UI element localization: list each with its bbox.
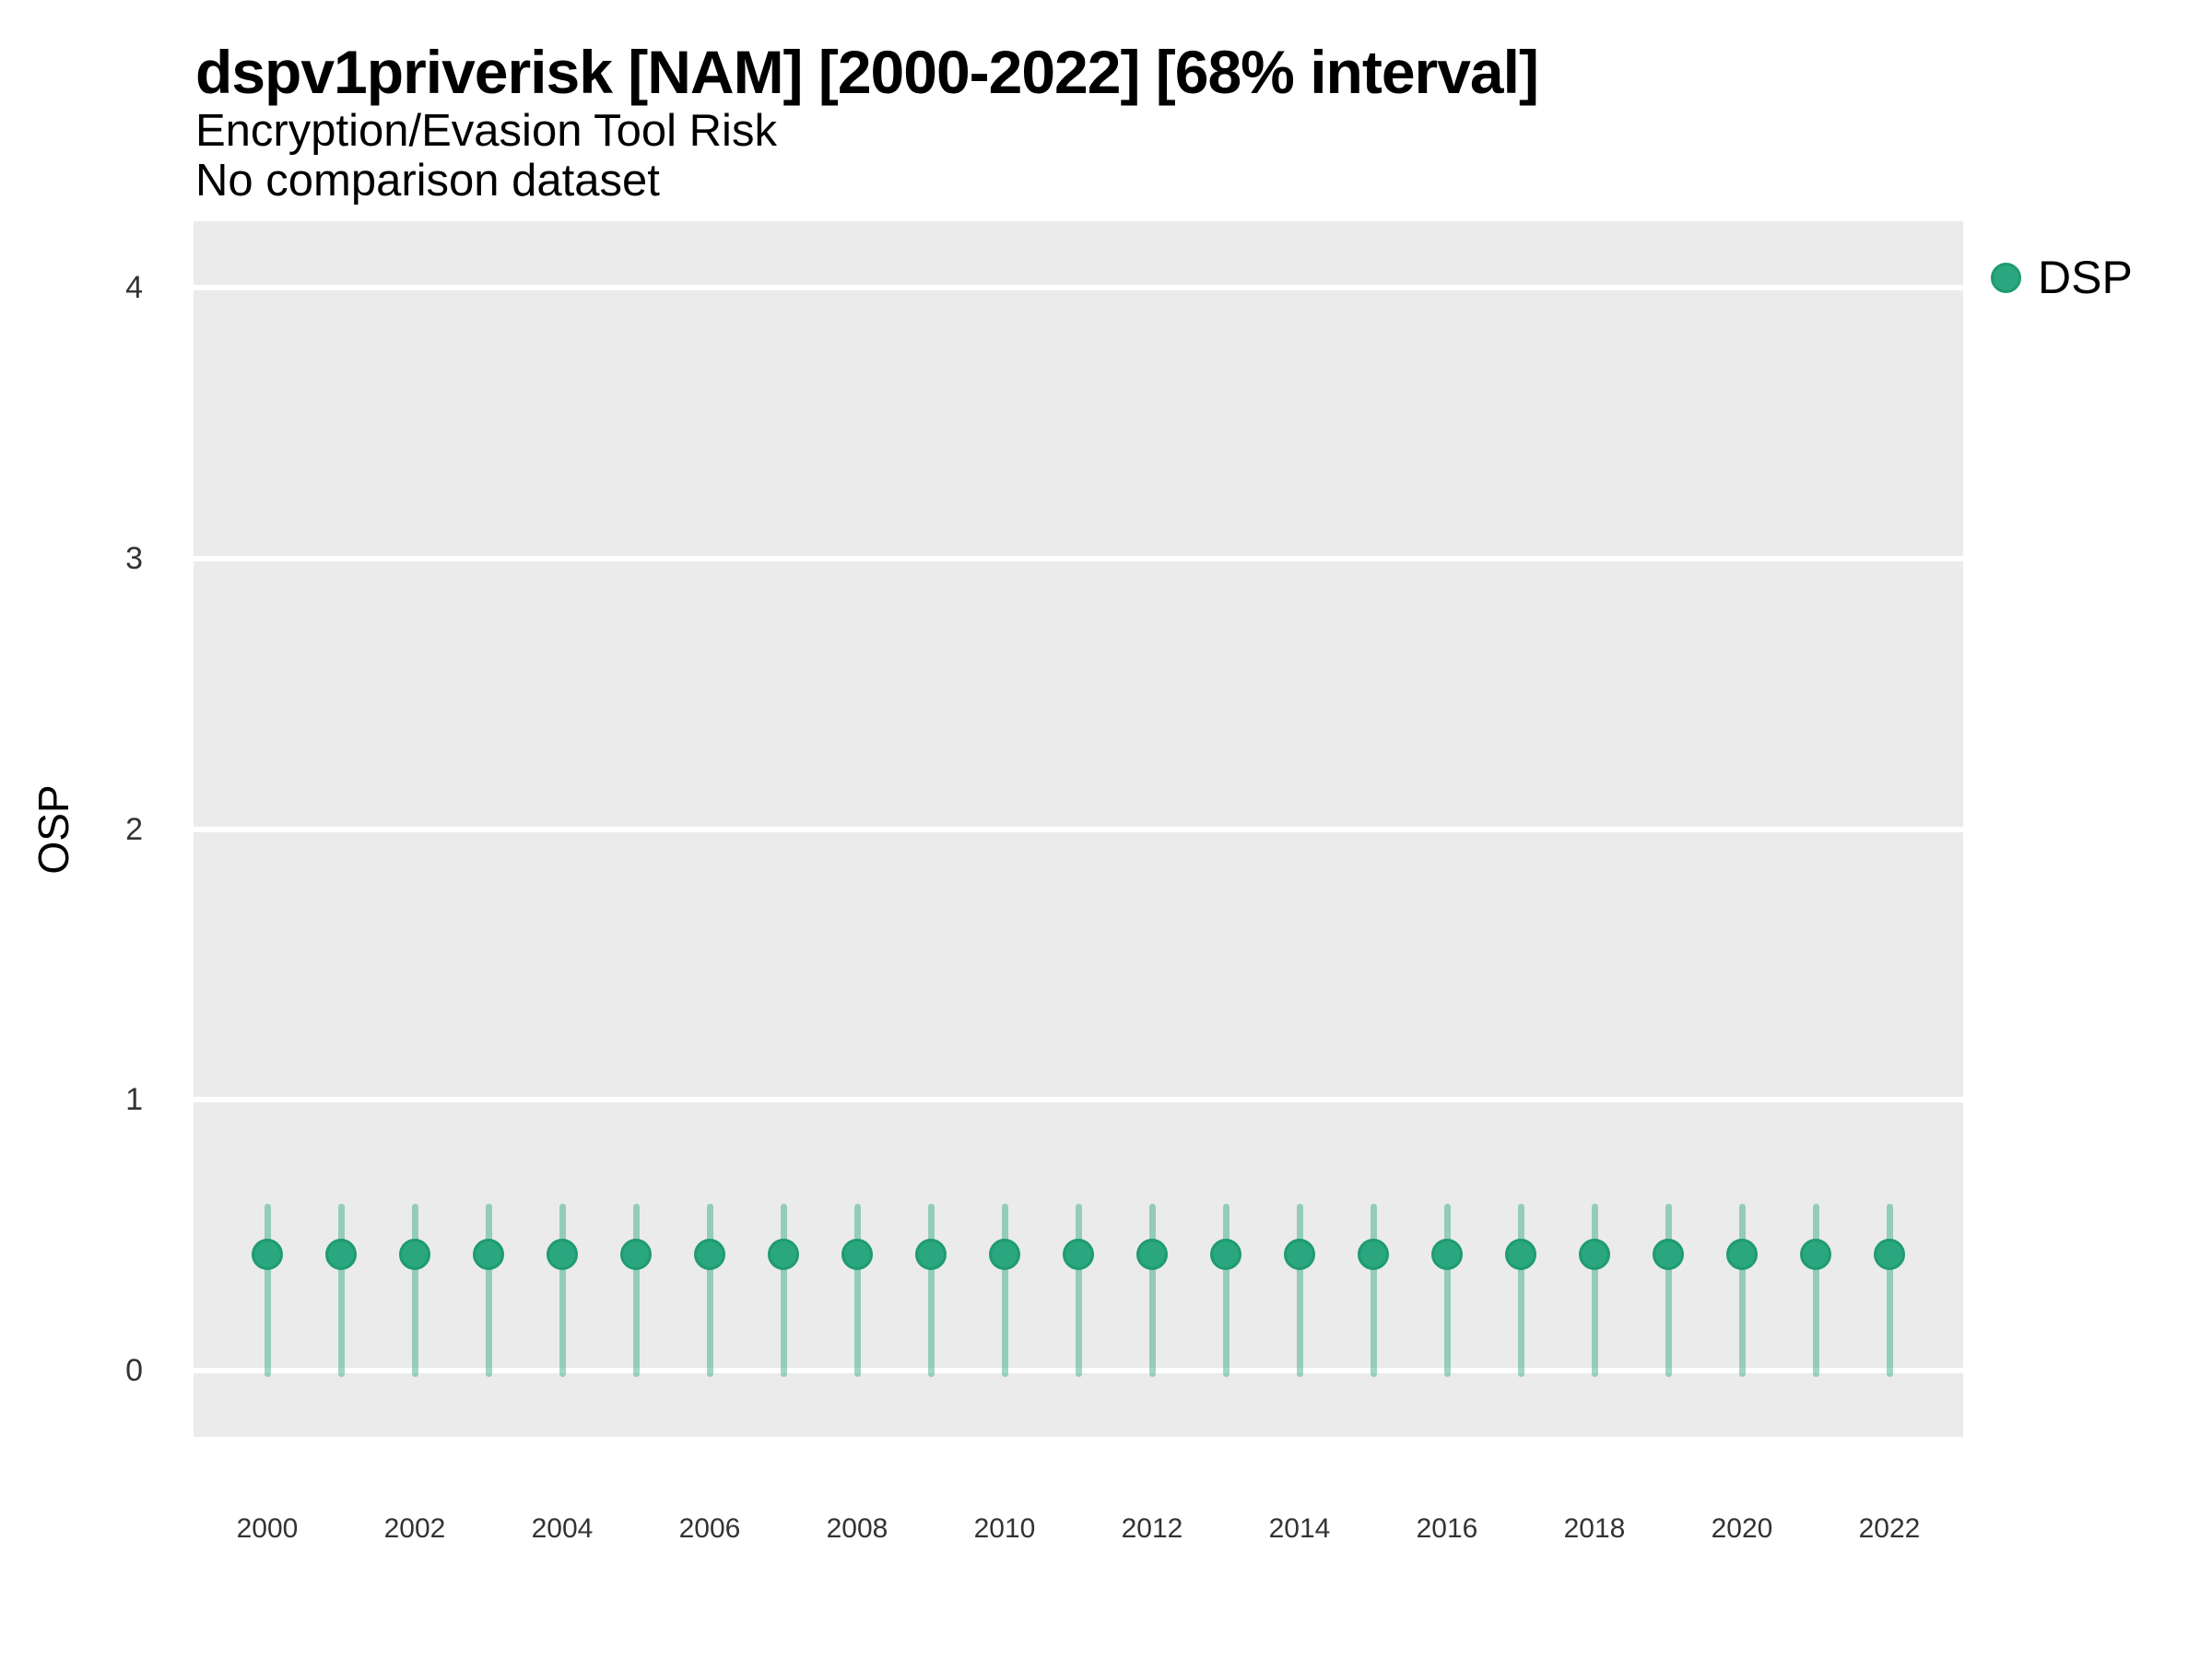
x-tick-label-2000: 2000: [236, 1513, 299, 1544]
legend-dsp-circle-icon: [1991, 262, 2021, 293]
x-tick-label-2012: 2012: [1121, 1513, 1183, 1544]
x-tick-label-2002: 2002: [383, 1513, 446, 1544]
chart-subtitle: Encryption/Evasion Tool Risk: [195, 106, 777, 156]
data-point-2012: [1136, 1238, 1168, 1270]
interval-bar-2004: [559, 1203, 566, 1378]
interval-bar-2008: [853, 1203, 861, 1378]
interval-bar-2000: [264, 1203, 271, 1378]
plot-panel: [194, 221, 1963, 1437]
chart-note: No comparison dataset: [195, 156, 660, 206]
interval-bar-2001: [337, 1203, 345, 1378]
data-point-2019: [1653, 1238, 1684, 1270]
data-point-2014: [1284, 1238, 1315, 1270]
data-point-2006: [694, 1238, 725, 1270]
interval-bar-2016: [1443, 1203, 1451, 1378]
y-tick-label-1: 1: [125, 1082, 143, 1118]
interval-bar-2021: [1812, 1203, 1819, 1378]
interval-bar-2020: [1738, 1203, 1746, 1378]
x-tick-label-2008: 2008: [826, 1513, 888, 1544]
interval-bar-2022: [1886, 1203, 1893, 1378]
data-point-2007: [768, 1238, 799, 1270]
interval-bar-2013: [1222, 1203, 1230, 1378]
data-point-2013: [1210, 1238, 1241, 1270]
data-point-2001: [325, 1238, 357, 1270]
data-point-2002: [399, 1238, 430, 1270]
data-point-2022: [1874, 1238, 1905, 1270]
data-point-2017: [1505, 1238, 1536, 1270]
data-point-2015: [1358, 1238, 1389, 1270]
data-point-2009: [915, 1238, 947, 1270]
data-point-2020: [1726, 1238, 1758, 1270]
x-tick-label-2010: 2010: [973, 1513, 1036, 1544]
interval-bar-2019: [1665, 1203, 1672, 1378]
interval-bar-2007: [780, 1203, 787, 1378]
y-tick-label-3: 3: [125, 540, 143, 576]
legend-dsp-label: DSP: [2038, 252, 2133, 303]
data-point-2008: [841, 1238, 873, 1270]
interval-bar-2009: [927, 1203, 935, 1378]
gridline-y-2: [194, 826, 1963, 832]
interval-bar-2014: [1296, 1203, 1303, 1378]
x-tick-label-2018: 2018: [1563, 1513, 1626, 1544]
data-point-2005: [620, 1238, 652, 1270]
data-point-2018: [1579, 1238, 1610, 1270]
gridline-y-0: [194, 1368, 1963, 1374]
interval-bar-2011: [1075, 1203, 1082, 1378]
gridline-y-3: [194, 555, 1963, 561]
interval-bar-2017: [1517, 1203, 1524, 1378]
data-point-2021: [1800, 1238, 1831, 1270]
data-point-2011: [1063, 1238, 1094, 1270]
x-tick-label-2016: 2016: [1416, 1513, 1478, 1544]
interval-bar-2012: [1148, 1203, 1156, 1378]
interval-bar-2002: [411, 1203, 418, 1378]
gridline-y-4: [194, 284, 1963, 290]
x-tick-label-2004: 2004: [531, 1513, 594, 1544]
gridline-y-1: [194, 1097, 1963, 1103]
interval-bar-2010: [1001, 1203, 1008, 1378]
data-point-2016: [1431, 1238, 1463, 1270]
x-tick-label-2006: 2006: [678, 1513, 741, 1544]
data-point-2003: [473, 1238, 504, 1270]
data-point-2004: [547, 1238, 578, 1270]
interval-bar-2006: [706, 1203, 713, 1378]
interval-bar-2015: [1370, 1203, 1377, 1378]
interval-bar-2003: [485, 1203, 492, 1378]
y-tick-label-2: 2: [125, 811, 143, 847]
data-point-2010: [989, 1238, 1020, 1270]
legend: DSP: [1991, 251, 2133, 304]
data-point-2000: [252, 1238, 283, 1270]
interval-bar-2018: [1591, 1203, 1598, 1378]
y-tick-label-4: 4: [125, 269, 143, 305]
y-tick-label-0: 0: [125, 1353, 143, 1389]
x-tick-label-2014: 2014: [1268, 1513, 1331, 1544]
interval-bar-2005: [632, 1203, 640, 1378]
chart-title: dspv1priverisk [NAM] [2000-2022] [68% in…: [195, 38, 1539, 106]
x-tick-label-2020: 2020: [1711, 1513, 1773, 1544]
x-tick-label-2022: 2022: [1858, 1513, 1921, 1544]
